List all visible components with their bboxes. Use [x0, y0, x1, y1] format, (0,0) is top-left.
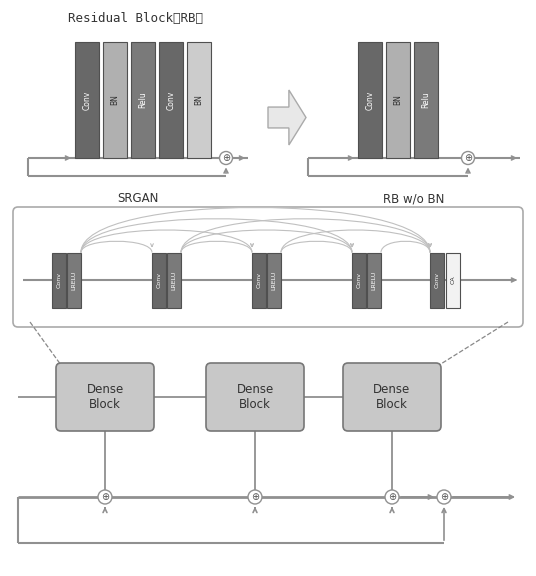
Text: BN: BN: [195, 94, 204, 105]
Bar: [430, 252, 444, 308]
Bar: [267, 252, 281, 308]
FancyBboxPatch shape: [56, 363, 154, 431]
Bar: [358, 42, 382, 158]
Text: SRGAN: SRGAN: [117, 192, 159, 205]
Text: BN: BN: [110, 94, 120, 105]
Circle shape: [220, 151, 233, 165]
Bar: [367, 252, 381, 308]
Text: ⊕: ⊕: [101, 492, 109, 502]
Text: Conv: Conv: [167, 90, 175, 109]
Text: RB w/o BN: RB w/o BN: [383, 192, 445, 205]
Bar: [159, 42, 183, 158]
Circle shape: [461, 151, 474, 165]
Text: ⊕: ⊕: [251, 492, 259, 502]
Bar: [152, 252, 166, 308]
FancyBboxPatch shape: [13, 207, 523, 327]
Text: LRELU: LRELU: [272, 270, 277, 290]
Bar: [414, 42, 438, 158]
Text: ⊕: ⊕: [464, 153, 472, 163]
Text: Conv: Conv: [435, 272, 440, 288]
Text: Dense
Block: Dense Block: [86, 383, 124, 411]
Bar: [167, 252, 181, 308]
Text: Relu: Relu: [138, 92, 147, 108]
Bar: [75, 42, 99, 158]
Text: Conv: Conv: [356, 272, 361, 288]
Text: Conv: Conv: [366, 90, 375, 109]
Text: BN: BN: [393, 94, 403, 105]
Text: Residual Block（RB）: Residual Block（RB）: [68, 12, 203, 25]
Bar: [52, 252, 66, 308]
Text: LRELU: LRELU: [71, 270, 77, 290]
Text: Conv: Conv: [83, 90, 92, 109]
Text: Conv: Conv: [56, 272, 62, 288]
FancyBboxPatch shape: [343, 363, 441, 431]
Bar: [252, 252, 266, 308]
Text: LRELU: LRELU: [371, 270, 376, 290]
Bar: [131, 42, 155, 158]
Circle shape: [98, 490, 112, 504]
Text: Dense
Block: Dense Block: [236, 383, 273, 411]
Text: ⊕: ⊕: [388, 492, 396, 502]
Text: Dense
Block: Dense Block: [374, 383, 411, 411]
Bar: [67, 252, 81, 308]
Bar: [187, 42, 211, 158]
FancyBboxPatch shape: [206, 363, 304, 431]
Bar: [446, 252, 460, 308]
Text: Conv: Conv: [157, 272, 161, 288]
Bar: [103, 42, 127, 158]
Text: CA: CA: [450, 276, 456, 285]
Circle shape: [248, 490, 262, 504]
Text: Conv: Conv: [257, 272, 262, 288]
Polygon shape: [268, 90, 306, 145]
Text: LRELU: LRELU: [172, 270, 176, 290]
Text: ⊕: ⊕: [222, 153, 230, 163]
Text: Relu: Relu: [421, 92, 430, 108]
Circle shape: [437, 490, 451, 504]
Text: ⊕: ⊕: [440, 492, 448, 502]
Bar: [352, 252, 366, 308]
Circle shape: [385, 490, 399, 504]
Bar: [386, 42, 410, 158]
